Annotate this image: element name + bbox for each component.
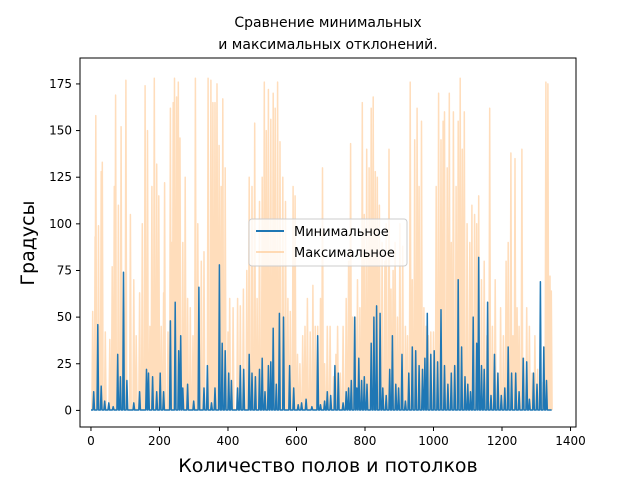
x-axis: 0 200 400 600 800 1000 1200 1400 [87,427,586,448]
y-tick-label: 125 [49,170,72,184]
y-tick-label: 150 [49,124,72,138]
x-tick-label: 200 [148,434,171,448]
min-series-path [91,256,552,411]
x-tick-label: 400 [217,434,240,448]
y-tick-label: 0 [64,403,72,417]
legend: Минимальное Максимальное [248,218,408,267]
y-axis: 0 25 50 75 100 125 150 175 [49,77,80,417]
x-tick-label: 600 [285,434,308,448]
plot-frame [79,57,577,428]
y-tick-label: 75 [57,263,72,277]
y-axis-title: Градусы [17,200,39,285]
x-tick-label: 1400 [555,434,586,448]
x-tick-label: 800 [354,434,377,448]
legend-label-min: Минимальное [294,225,389,240]
y-tick-label: 50 [57,310,72,324]
y-tick-label: 175 [49,77,72,91]
x-tick-label: 0 [87,434,95,448]
y-tick-label: 100 [49,217,72,231]
chart-title-line-1: Сравнение минимальных [234,15,421,31]
legend-label-max: Максимальное [294,246,395,261]
x-tick-label: 1000 [418,434,449,448]
y-tick-label: 25 [57,357,72,371]
legend-box [248,218,408,267]
x-axis-title: Количество полов и потолков [178,455,478,477]
x-tick-label: 1200 [487,434,518,448]
chart-title-line-2: и максимальных отклонений. [218,37,437,53]
plot-area [91,77,553,411]
min-series-line [91,256,552,411]
